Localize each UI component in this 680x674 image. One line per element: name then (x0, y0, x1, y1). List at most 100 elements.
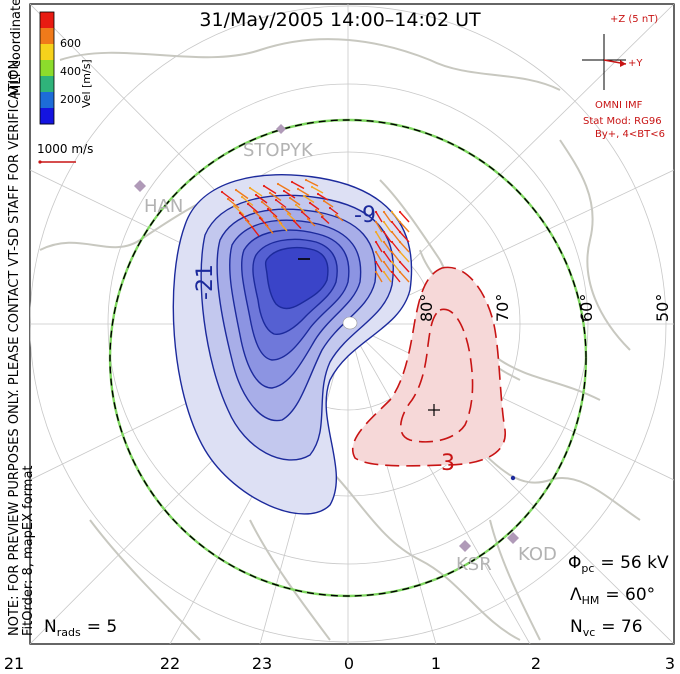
velocity-vector-origin (382, 230, 386, 234)
velocity-vector-origin (374, 240, 378, 244)
velocity-vector-origin (382, 250, 386, 254)
velocity-vector (315, 209, 325, 218)
velocity-vector (383, 271, 392, 283)
velocity-vector (399, 271, 410, 283)
scale-vector-dot (38, 160, 42, 164)
contour-label-neg9: -9 (354, 203, 376, 228)
negative-potential-cell (172, 174, 413, 515)
velocity-vector-origin (296, 187, 300, 191)
velocity-vector (281, 206, 292, 216)
colorbar-swatch (40, 92, 54, 109)
velocity-vector (391, 261, 401, 273)
velocity-vector (221, 191, 235, 202)
velocity-vector-origin (280, 205, 284, 209)
n-vc-stat: Nvc = 76 (570, 617, 643, 639)
coord-system-label: MLT coordinates (9, 0, 24, 96)
velocity-vector (399, 241, 410, 253)
velocity-vector-origin (288, 196, 292, 200)
velocity-vector (309, 202, 320, 211)
velocity-colorbar: 600 400 200 Vel [m/s] (39, 11, 93, 125)
velocity-vector (291, 181, 305, 190)
velocity-vector-origin (254, 193, 258, 197)
velocity-vector (239, 212, 250, 223)
colorbar-swatch (40, 12, 54, 29)
velocity-vector (391, 221, 401, 233)
velocity-vector (279, 222, 288, 232)
mlt-tick-label: 1 (431, 654, 441, 673)
velocity-vector (375, 221, 383, 233)
scale-vector-label: 1000 m/s (37, 142, 93, 156)
mlt-axis: 21 22 23 0 1 2 3 (4, 654, 675, 673)
velocity-vector-origin (234, 188, 238, 192)
velocity-vector (375, 251, 383, 263)
velocity-vector (399, 251, 410, 263)
velocity-vector (375, 211, 383, 223)
velocity-vector (317, 193, 329, 201)
velocity-vector (265, 224, 274, 234)
velocity-vector-origin (316, 192, 320, 196)
velocity-vector-origin (334, 213, 338, 217)
velocity-vector-origin (382, 270, 386, 274)
velocity-vector (283, 190, 296, 199)
velocity-vector (399, 221, 410, 233)
colorbar-swatch (40, 28, 54, 45)
velocity-vector (375, 261, 383, 273)
station-markers (134, 124, 519, 552)
velocity-vector-origin (276, 182, 280, 186)
contour-label-3: 3 (441, 451, 455, 476)
velocity-vector-origin (264, 223, 268, 227)
velocity-vector (263, 185, 277, 195)
velocity-vector-origin (252, 209, 256, 213)
velocity-vector (383, 221, 392, 233)
velocity-vector-origin (292, 219, 296, 223)
pole-marker (342, 316, 358, 330)
velocity-vector (383, 251, 392, 263)
velocity-vector-origin (398, 240, 402, 244)
velocity-vector (383, 241, 392, 253)
velocity-vector-origin (260, 200, 264, 204)
velocity-vector-origin (374, 230, 378, 234)
data-point-mark (510, 475, 516, 481)
velocity-vector-origin (268, 191, 272, 195)
velocity-vector-origin (374, 260, 378, 264)
velocity-vector-origin (294, 203, 298, 207)
velocity-vector (329, 207, 339, 215)
velocity-vector (383, 211, 392, 223)
velocity-vector (277, 183, 291, 192)
velocity-vector (323, 200, 334, 208)
velocity-vector-origin (328, 206, 332, 210)
velocity-vector-origin (266, 207, 270, 211)
velocity-vector (275, 199, 287, 209)
velocity-vector (289, 197, 301, 206)
velocity-vector (247, 203, 259, 214)
velocity-vector (391, 241, 401, 253)
velocity-vector-origin (398, 270, 402, 274)
velocity-vector (253, 210, 264, 221)
lambda-hm-stat: ΛHM = 60° (570, 585, 655, 607)
velocity-vector (261, 201, 273, 211)
velocity-vector (227, 198, 240, 209)
velocity-vector-origin (374, 270, 378, 274)
velocity-vector (399, 211, 410, 223)
velocity-vector-origin (390, 220, 394, 224)
velocity-vector-origin (398, 260, 402, 264)
lat-label-60: 60° (577, 294, 596, 322)
lat-label-80: 80° (417, 294, 436, 322)
velocity-vector-origin (226, 197, 230, 201)
preview-note: NOTE: FOR PREVIEW PURPOSES ONLY. PLEASE … (7, 56, 22, 636)
hm-boundary-black (109, 119, 587, 597)
colorbar-title: Vel [m/s] (80, 59, 93, 108)
velocity-vector-origin (374, 210, 378, 214)
mlt-tick-label: 21 (4, 654, 24, 673)
velocity-vector (391, 251, 401, 263)
velocity-vector-origin (398, 250, 402, 254)
velocity-vector-origin (262, 184, 266, 188)
velocity-vector-origin (390, 260, 394, 264)
velocity-vector-origin (390, 210, 394, 214)
velocity-vector (301, 211, 311, 220)
imf-y-label: +Y (628, 58, 643, 69)
velocity-vector-origin (286, 212, 290, 216)
velocity-vector-origin (398, 230, 402, 234)
velocity-vector-origin (308, 201, 312, 205)
